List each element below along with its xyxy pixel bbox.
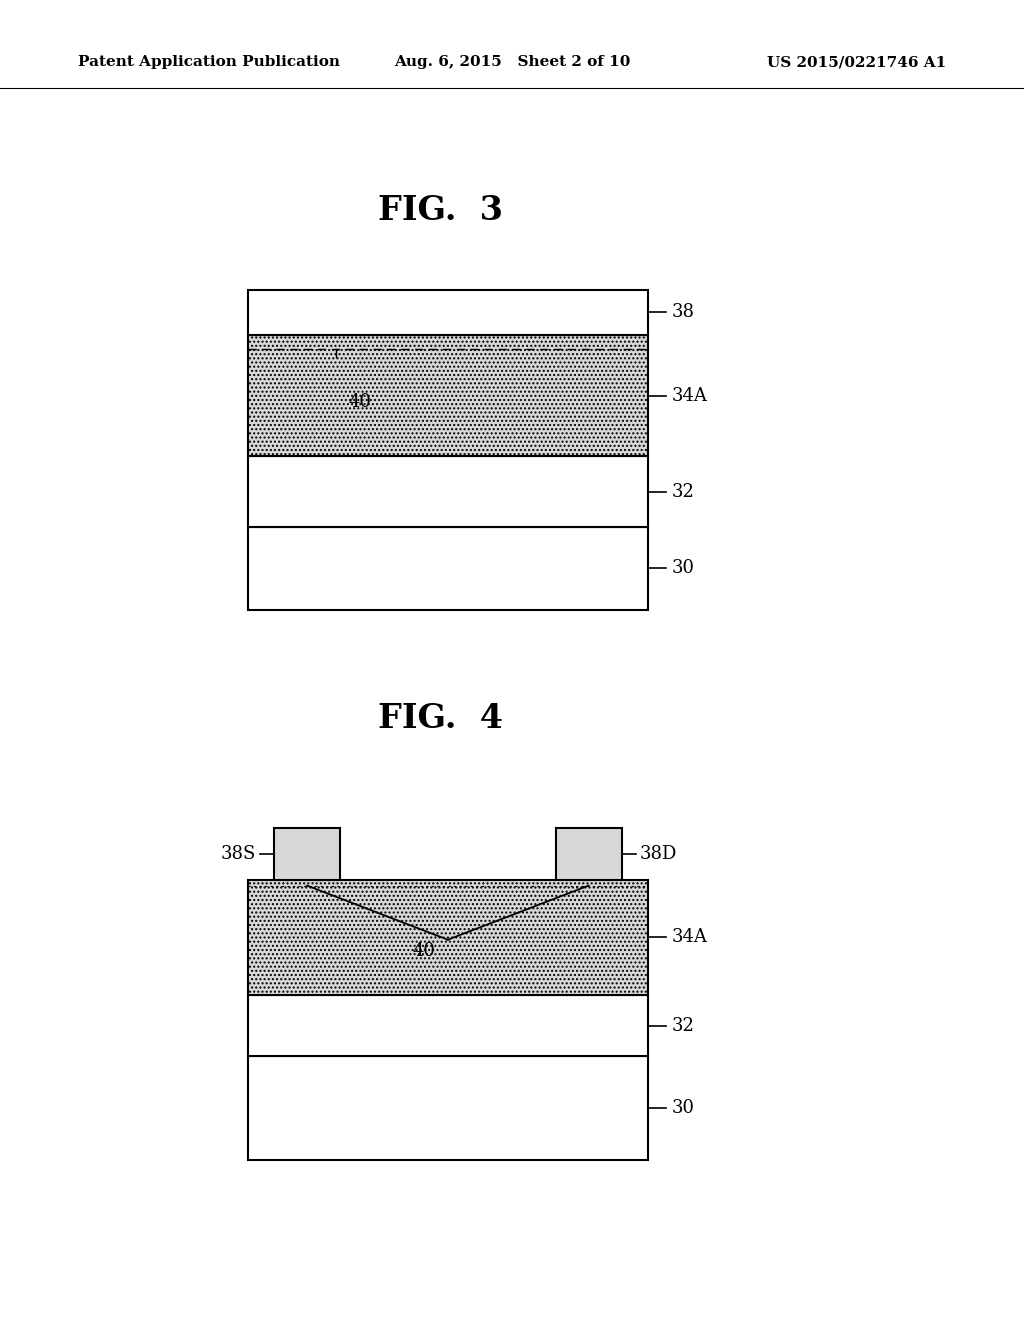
Text: Patent Application Publication: Patent Application Publication — [78, 55, 340, 69]
Text: 38D: 38D — [640, 845, 677, 863]
Text: 38: 38 — [672, 304, 695, 321]
Text: 38S: 38S — [220, 845, 256, 863]
Bar — [248, 335, 648, 457]
Text: 40: 40 — [348, 392, 372, 411]
Text: FIG.  3: FIG. 3 — [378, 194, 503, 227]
Text: FIG.  4: FIG. 4 — [378, 701, 503, 734]
Text: 32: 32 — [672, 483, 695, 500]
Bar — [274, 828, 340, 880]
Text: 34A: 34A — [672, 928, 708, 946]
Text: US 2015/0221746 A1: US 2015/0221746 A1 — [767, 55, 946, 69]
Bar — [248, 880, 648, 995]
Bar — [248, 1056, 648, 1160]
Bar — [248, 995, 648, 1056]
Bar — [556, 828, 622, 880]
Text: 30: 30 — [672, 560, 695, 577]
Text: Aug. 6, 2015   Sheet 2 of 10: Aug. 6, 2015 Sheet 2 of 10 — [394, 55, 630, 69]
Bar — [248, 457, 648, 527]
Text: 34A: 34A — [672, 387, 708, 405]
Bar — [248, 290, 648, 335]
Text: 40: 40 — [413, 942, 435, 960]
Text: 30: 30 — [672, 1100, 695, 1117]
Text: 32: 32 — [672, 1016, 695, 1035]
Bar — [248, 527, 648, 610]
